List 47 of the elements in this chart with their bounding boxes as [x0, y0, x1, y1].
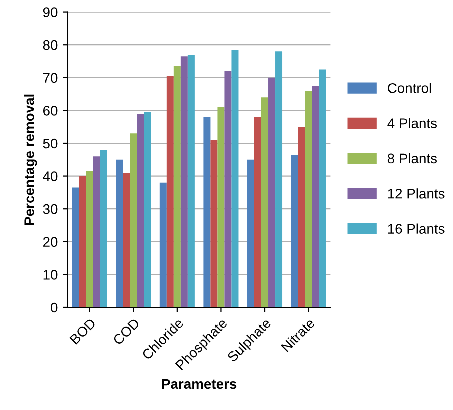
y-tick-label: 70 — [43, 73, 58, 84]
bar — [86, 171, 94, 308]
bar — [276, 52, 283, 308]
bar — [93, 156, 100, 308]
bar — [224, 71, 232, 308]
bar — [254, 117, 262, 308]
y-tick-label: 40 — [43, 172, 58, 182]
bar — [291, 154, 298, 308]
y-tick-label: 50 — [43, 138, 58, 149]
y-axis-title: Percentage removal — [24, 94, 38, 225]
bar — [116, 160, 124, 308]
bar — [174, 66, 181, 308]
bar — [204, 117, 211, 308]
bar — [232, 50, 239, 308]
bar — [298, 127, 306, 308]
bar — [305, 91, 312, 308]
bar — [218, 107, 225, 308]
y-tick-label: 20 — [43, 237, 58, 248]
bar — [312, 86, 320, 308]
legend-label: Control — [388, 83, 432, 94]
bar — [137, 114, 144, 308]
legend-label: 4 Plants — [388, 118, 438, 128]
bar — [166, 76, 174, 308]
y-tick-label: 60 — [43, 106, 58, 116]
bar — [210, 140, 218, 308]
bar — [100, 150, 108, 308]
bar — [123, 173, 130, 308]
legend-label: 12 Plants — [388, 188, 445, 199]
y-tick-label: 0 — [51, 302, 58, 313]
bar — [188, 54, 195, 308]
y-tick-label: 90 — [43, 8, 58, 18]
bar — [262, 98, 269, 308]
legend-label: 16 Plants — [388, 224, 445, 234]
bar — [144, 112, 152, 308]
legend-label: 8 Plants — [388, 153, 438, 164]
bar — [79, 176, 86, 308]
y-tick-label: 30 — [43, 204, 58, 214]
y-tick-label: 80 — [43, 40, 58, 50]
bar — [180, 56, 188, 308]
bar — [72, 188, 80, 308]
bar — [160, 182, 167, 308]
bar — [268, 78, 276, 308]
bar — [319, 70, 326, 308]
bar — [247, 160, 254, 308]
y-tick-label: 10 — [44, 270, 58, 280]
x-axis-title: Parameters — [162, 379, 237, 390]
bar — [130, 134, 138, 308]
